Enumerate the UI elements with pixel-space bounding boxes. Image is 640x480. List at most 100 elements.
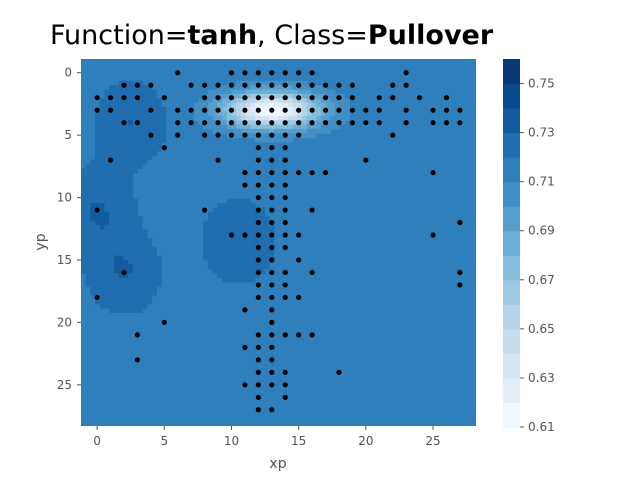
contour-cell [81, 242, 87, 248]
contour-cell [278, 133, 284, 139]
contour-cell [123, 255, 129, 261]
contour-cell [81, 255, 87, 261]
contour-cell [320, 115, 327, 121]
contour-cell [226, 115, 233, 121]
contour-cell [236, 133, 242, 139]
contour-cell [245, 264, 251, 270]
y-tick-label: 5 [64, 128, 72, 142]
contour-cell [198, 102, 204, 108]
contour-cell [146, 102, 153, 108]
contour-cell [85, 172, 92, 178]
contour-cell [273, 128, 280, 134]
contour-cell [198, 115, 204, 121]
contour-cell [264, 246, 270, 252]
contour-cell [104, 172, 110, 178]
contour-cell [109, 255, 115, 261]
contour-cell [137, 93, 143, 99]
contour-cell [273, 85, 280, 91]
contour-cell [128, 98, 134, 104]
contour-cell [334, 115, 341, 121]
contour-cell [250, 255, 256, 261]
contour-cell [142, 150, 148, 156]
contour-cell [113, 299, 120, 305]
contour-cell [212, 115, 218, 121]
contour-cell [212, 225, 218, 230]
contour-cell [128, 107, 134, 113]
contour-cell [222, 277, 228, 283]
contour-cell [99, 150, 106, 156]
contour-cell [250, 207, 256, 213]
contour-cell [137, 255, 143, 261]
contour-cell [118, 107, 124, 113]
contour-cell [250, 259, 256, 265]
contour-cell [231, 246, 237, 252]
colorbar-tick-label: 0.71 [528, 175, 555, 189]
contour-cell [142, 146, 148, 152]
contour-cell [292, 111, 298, 117]
contour-cell [236, 89, 242, 95]
contour-cell [292, 124, 298, 130]
contour-cell [311, 128, 317, 134]
y-tick-label: 0 [64, 66, 72, 80]
contour-cell [146, 281, 153, 287]
contour-cell [217, 115, 223, 121]
contour-cell [81, 220, 87, 226]
contour-cell [132, 251, 139, 257]
contour-cell [278, 137, 284, 143]
contour-cell [99, 107, 106, 113]
contour-cell [90, 255, 96, 261]
contour-cell [90, 181, 96, 187]
contour-cell [151, 251, 157, 257]
contour-cell [236, 198, 242, 204]
contour-cell [259, 107, 265, 113]
contour-cell [306, 89, 313, 95]
data-point [349, 82, 355, 88]
contour-cell [231, 89, 237, 95]
contour-cell [264, 220, 270, 226]
data-point [94, 207, 100, 213]
contour-cell [287, 102, 294, 108]
data-point [202, 120, 208, 126]
contour-cell [222, 203, 228, 209]
contour-cell [292, 115, 298, 121]
contour-cell [273, 133, 280, 139]
contour-cell [81, 176, 87, 182]
contour-cell [128, 137, 134, 143]
contour-cell [99, 190, 106, 196]
data-point [269, 257, 275, 263]
colorbar-band [503, 377, 520, 403]
contour-cell [207, 111, 214, 117]
data-point [430, 169, 436, 176]
contour-cell [109, 203, 115, 209]
contour-cell [99, 299, 106, 305]
contour-cell [264, 93, 270, 99]
contour-cell [85, 233, 92, 239]
contour-cell [85, 203, 92, 209]
contour-cell [330, 120, 336, 126]
contour-cell [297, 89, 303, 95]
contour-cell [85, 225, 92, 230]
contour-cell [113, 255, 120, 261]
contour-cell [236, 107, 242, 113]
data-point [215, 120, 221, 126]
contour-cell [231, 216, 237, 222]
contour-cell [137, 163, 143, 169]
contour-cell [118, 146, 124, 152]
contour-cell [142, 233, 148, 239]
contour-cell [264, 98, 270, 104]
contour-cell [245, 246, 251, 252]
contour-cell [250, 120, 256, 126]
contour-cell [95, 194, 101, 200]
contour-cell [151, 277, 157, 283]
contour-cell [104, 303, 110, 309]
contour-cell [146, 120, 153, 126]
contour-cell [222, 229, 228, 235]
contour-cell [339, 107, 345, 113]
contour-cell [90, 198, 96, 204]
contour-cell [151, 98, 157, 104]
data-point [161, 145, 167, 151]
contour-cell [95, 198, 101, 204]
data-point [282, 232, 288, 238]
contour-cell [302, 98, 308, 104]
contour-cell [118, 168, 124, 174]
